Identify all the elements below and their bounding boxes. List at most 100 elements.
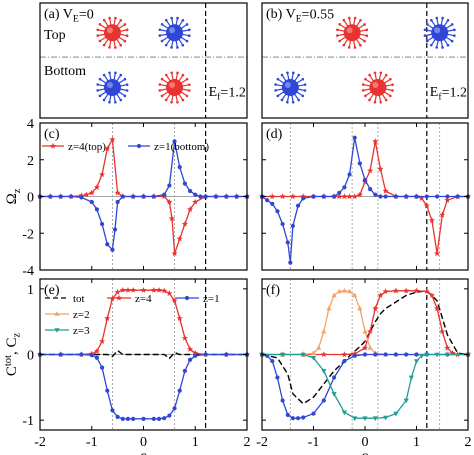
spin-particle [274,71,307,104]
data-point [162,192,167,197]
spin-arrow-head [368,98,371,102]
spin-arrow-head [274,89,277,92]
spin-arrow-head [291,100,295,104]
panel-label-part: E [73,14,79,25]
x-tick-label: -2 [34,435,46,450]
series-line [262,290,468,356]
spin-arrow-head [176,71,179,75]
y-axis-title: Ωz [4,188,23,204]
data-point [115,414,120,419]
data-point [418,195,425,201]
spin-arrow-head [114,100,117,104]
series-line [261,353,468,419]
data-point [392,287,399,294]
data-point [167,183,172,188]
data-point [94,355,100,360]
spin-arrow-head [96,34,100,37]
spin-arrow-head [98,23,102,26]
spin-arrow-head [297,73,301,77]
spin-arrow-head [164,18,168,22]
data-point [444,352,450,358]
spin-arrow-head [123,23,127,26]
panel-label: (b) VE=0.55 [266,7,334,25]
data-point [393,411,399,417]
data-point [285,240,290,245]
data-point [105,242,110,247]
data-point [321,369,327,374]
data-point [331,292,337,298]
spin-arrow-head [181,73,185,77]
panel-label-part: (a) V [44,7,73,22]
spin-arrow-head [359,18,362,22]
legend-marker [49,142,57,149]
spin-arrow-head [187,34,191,38]
data-point [295,416,301,421]
data-point [93,184,100,190]
spin-arrow-head [301,94,305,98]
data-point [378,194,383,199]
particle-highlight [106,27,113,34]
spin-arrow-head [160,23,164,26]
data-point [439,328,446,335]
spin-arrow-head [301,77,305,81]
data-point [320,351,327,358]
data-point [428,217,435,223]
data-point [352,416,358,421]
spin-arrow-head [336,28,339,32]
series-z-3 [259,352,471,421]
x-tick-label: 1 [192,435,199,450]
particle-highlight [346,27,353,34]
data-point [172,139,177,144]
spin-arrow-head [123,77,127,81]
spin-arrow-head [373,71,377,75]
spin-arrow-head [158,89,162,92]
spin-arrow-head [119,73,123,77]
spin-arrow-head [391,83,394,86]
spin-arrow-head [119,43,123,47]
legend-marker [184,295,190,301]
x-tick-label: 2 [244,435,251,450]
panel-label-part: E [296,14,302,25]
spin-arrow-head [389,77,392,81]
spin-arrow-head [187,28,191,32]
data-point [361,344,369,351]
series-z-1 [37,352,250,421]
data-point [181,334,188,341]
data-point [382,187,389,194]
data-point [434,352,440,358]
data-point [337,190,342,195]
data-point [356,191,363,198]
data-point [444,196,451,203]
spin-arrow-head [359,43,362,47]
data-point [120,416,125,421]
data-point [176,315,183,321]
spin-arrow-head [423,28,427,32]
data-point [357,161,362,166]
x-tick-label: -2 [256,435,268,450]
spin-arrow-head [303,89,307,92]
data-point [341,193,348,200]
y-tick-label: -2 [22,227,34,242]
spin-arrow-head [379,100,383,104]
particle-core [166,24,184,42]
data-point [141,194,146,199]
data-point [352,292,358,298]
spin-arrow-head [185,23,189,26]
data-point [265,198,270,203]
data-point [162,416,167,421]
spin-arrow-head [114,71,117,75]
data-point [93,348,100,354]
spin-arrow-head [363,23,366,26]
data-point [99,171,106,178]
panel-d: (d) [258,122,472,271]
spin-arrow-head [123,39,127,43]
spin-arrow-head [453,28,456,32]
spin-arrow-head [280,98,284,102]
data-point [383,352,388,357]
spin-arrow-head [164,73,168,77]
data-point [151,194,156,199]
data-point [362,177,368,183]
spin-arrow-head [292,71,295,75]
y-tick-label: 2 [27,154,34,169]
